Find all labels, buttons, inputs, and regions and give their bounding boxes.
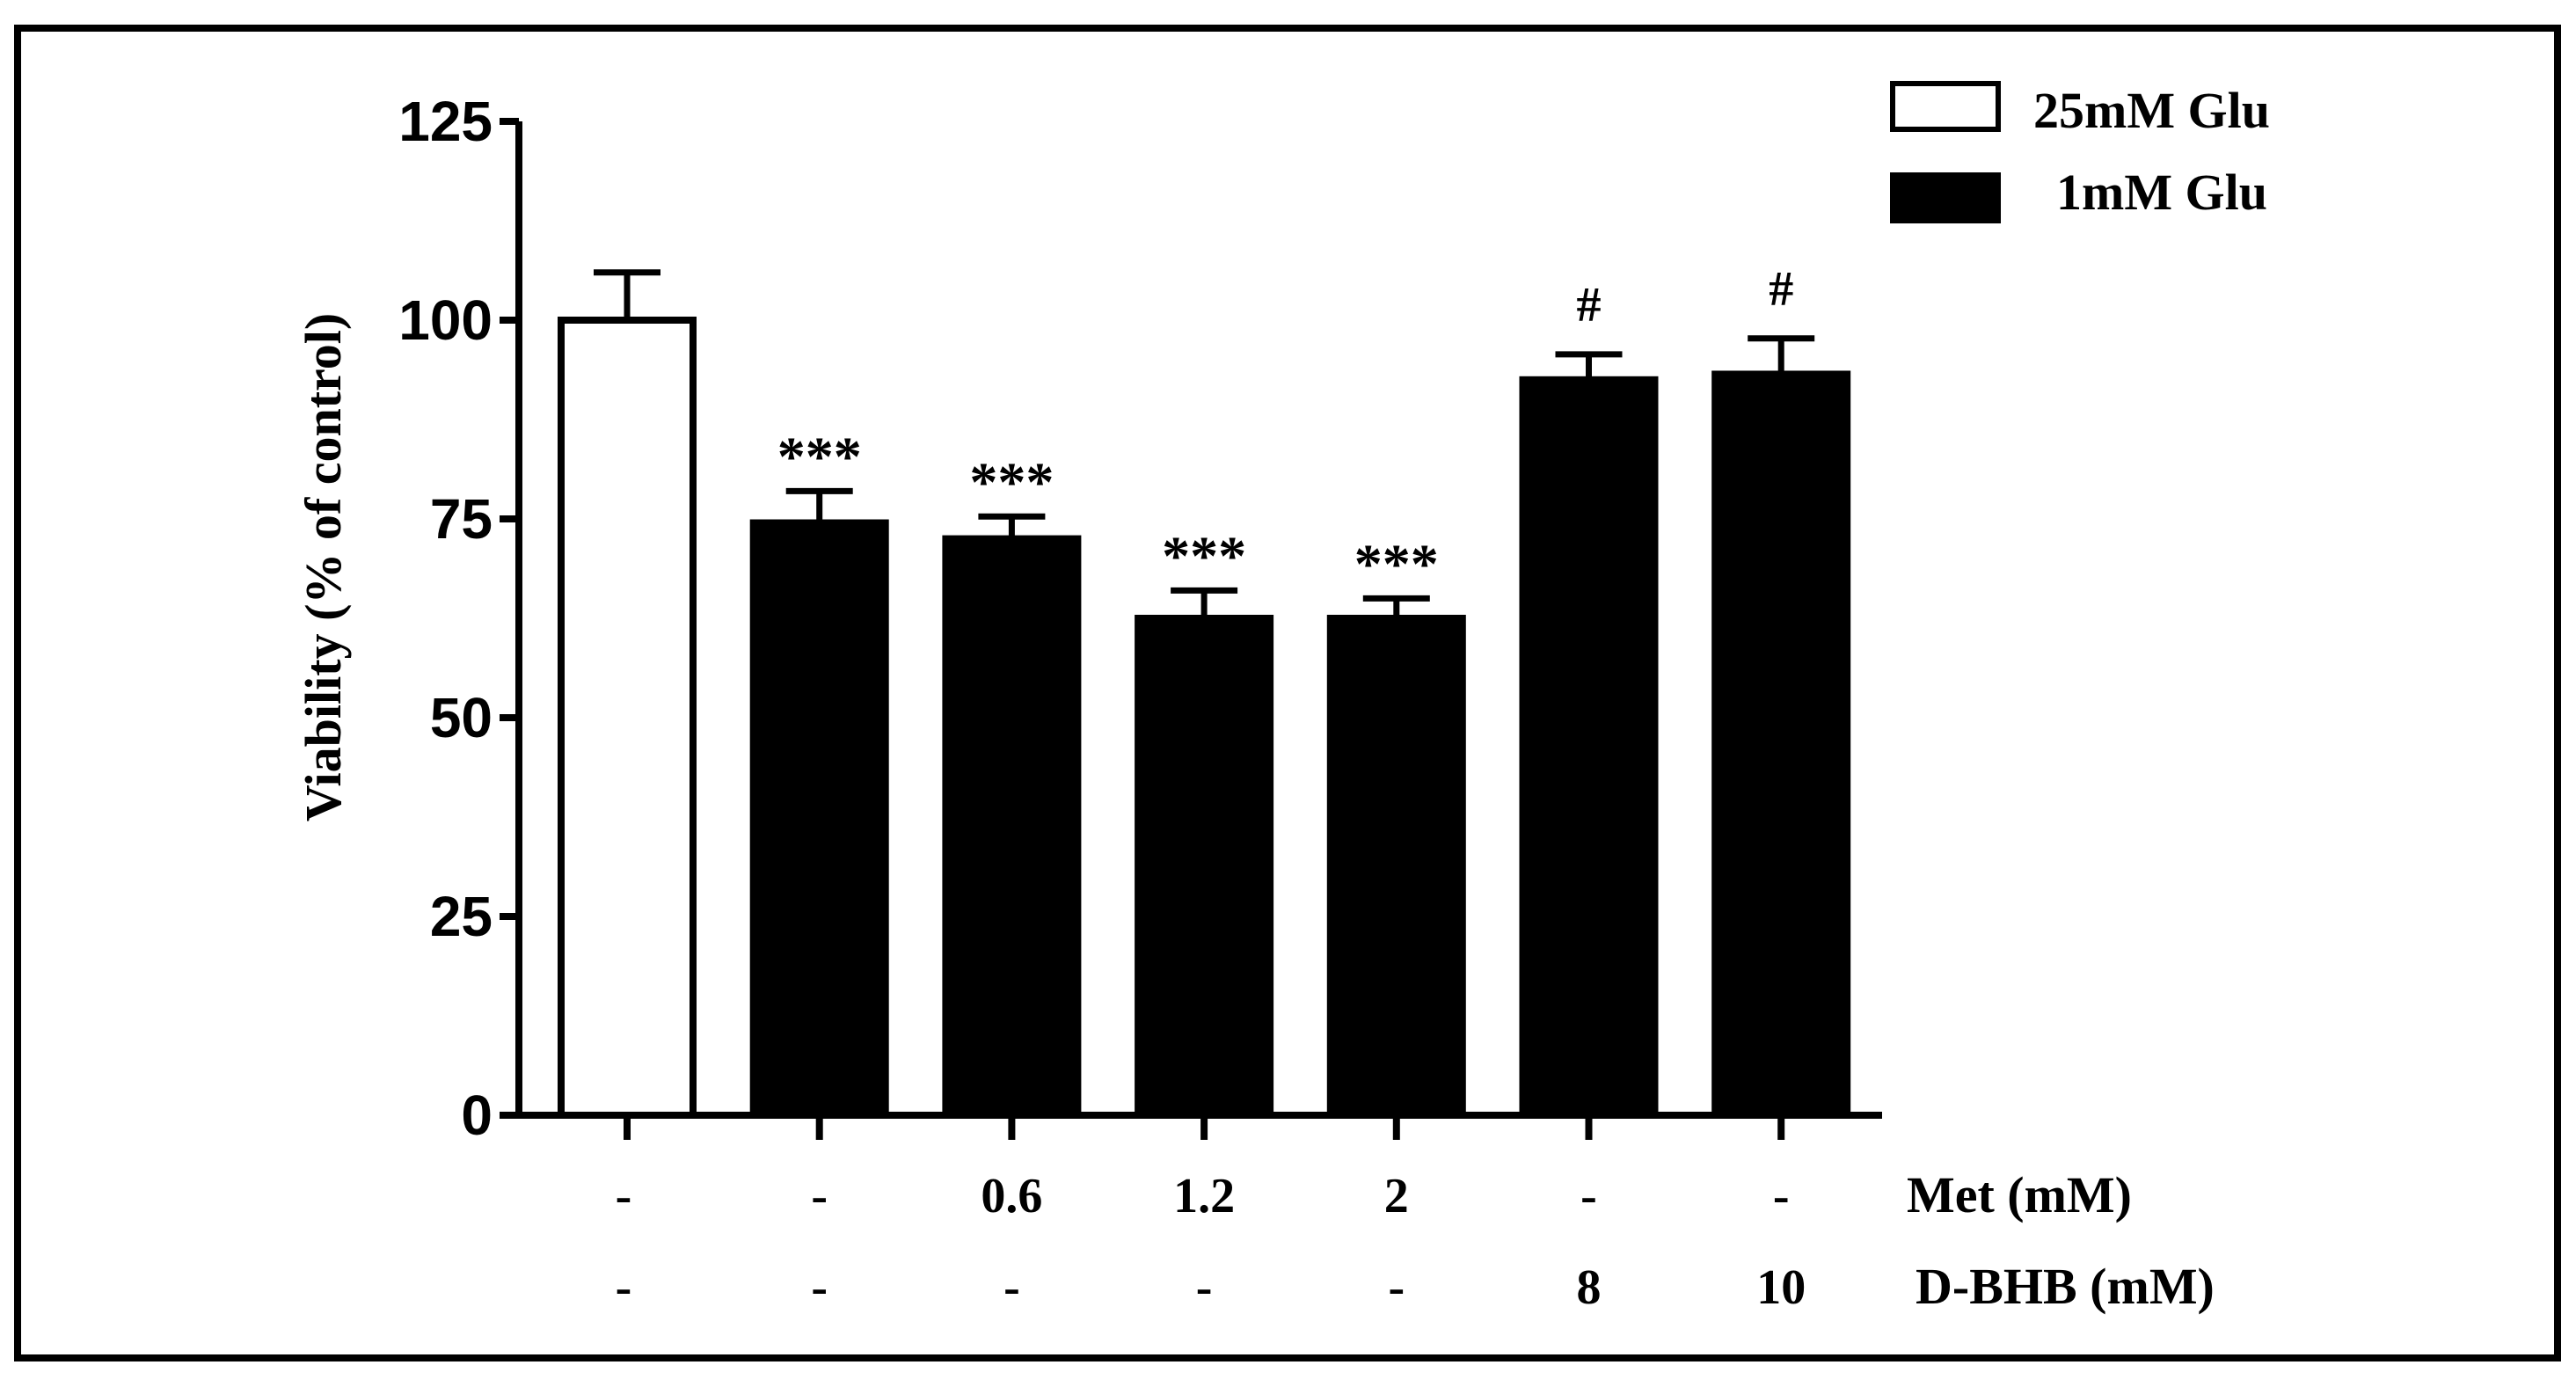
treatment-value: -: [616, 1169, 632, 1223]
bar: [558, 317, 697, 1119]
treatment-value: -: [1003, 1260, 1020, 1315]
y-tick-label: 25: [430, 885, 493, 948]
y-tick-label: 125: [398, 90, 493, 153]
treatment-value: -: [616, 1260, 632, 1315]
bar: [942, 535, 1082, 1119]
figure-border: [14, 25, 2561, 1361]
treatment-row-label: D-BHB (mM): [1916, 1258, 2215, 1315]
significance-label: #: [1577, 278, 1602, 332]
significance-label: #: [1769, 262, 1793, 317]
significance-label: ***: [777, 425, 862, 487]
y-axis-label: Viability (% of control): [295, 313, 352, 821]
bar: [1135, 615, 1274, 1119]
treatment-value: -: [1773, 1169, 1790, 1223]
bar: [1711, 370, 1851, 1119]
bar: [1519, 376, 1659, 1119]
significance-label: ***: [969, 450, 1054, 513]
treatment-value: 8: [1577, 1260, 1602, 1315]
legend: 25mM Glu 1mM Glu: [1890, 81, 2270, 223]
treatment-table: - - 0.6 1.2 2 - - Met (mM) - - - - - 8 10 D-BHB (mM): [616, 1166, 2215, 1315]
y-tick-label: 75: [430, 487, 493, 551]
y-tick-label: 100: [398, 288, 493, 352]
treatment-value: -: [811, 1260, 828, 1315]
treatment-value: 0.6: [981, 1169, 1042, 1223]
treatment-value: 1.2: [1173, 1169, 1235, 1223]
significance-annotations: *** *** *** *** # #: [777, 262, 1793, 595]
y-tick-label: 50: [430, 686, 493, 749]
y-tick-label: 0: [461, 1084, 493, 1147]
treatment-value: -: [1196, 1260, 1213, 1315]
legend-label-1mm-glu: 1mM Glu: [2056, 164, 2267, 221]
bars: [558, 269, 1851, 1119]
legend-label-25mm-glu: 25mM Glu: [2033, 82, 2270, 139]
treatment-value: -: [1580, 1169, 1597, 1223]
treatment-value: 10: [1756, 1260, 1806, 1315]
treatment-value: -: [811, 1169, 828, 1223]
treatment-value: 2: [1384, 1169, 1409, 1223]
treatment-row-label: Met (mM): [1907, 1166, 2132, 1223]
bar: [1326, 615, 1466, 1119]
legend-swatch-1mm-glu: [1890, 172, 2001, 223]
significance-label: ***: [1354, 532, 1439, 595]
axes: 0 25 50 75 100 125: [398, 90, 1882, 1147]
significance-label: ***: [1162, 524, 1246, 587]
bar: [749, 519, 889, 1119]
treatment-value: -: [1388, 1260, 1405, 1315]
legend-swatch-25mm-glu: [1890, 81, 2001, 132]
